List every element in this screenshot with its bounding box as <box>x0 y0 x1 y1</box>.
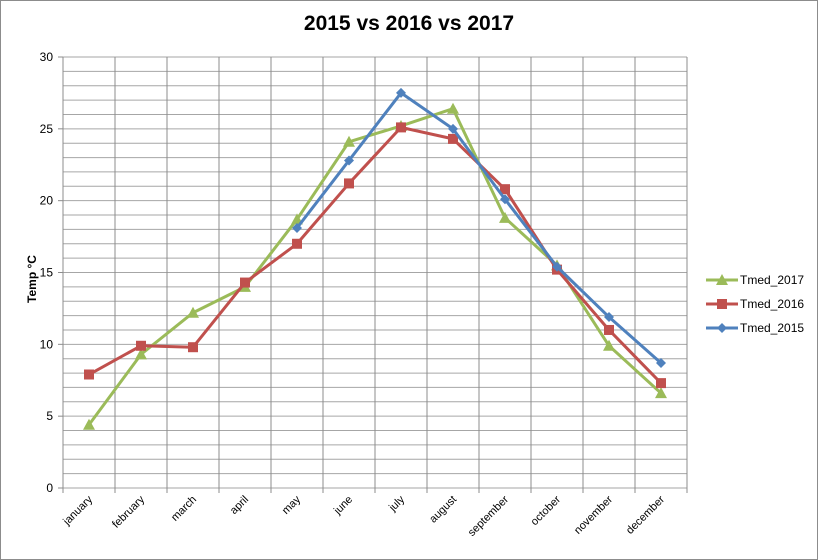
diamond-marker-icon <box>706 323 738 333</box>
legend-item: Tmed_2015 <box>706 316 804 340</box>
x-tick-label: may <box>280 493 304 517</box>
x-tick-label: november <box>572 493 615 536</box>
y-tick-label: 25 <box>40 122 54 136</box>
x-tick-label: june <box>331 494 355 518</box>
y-tick-label: 10 <box>40 337 54 351</box>
series-Tmed_2015 <box>292 87 666 369</box>
legend-item: Tmed_2016 <box>706 292 804 316</box>
legend-label: Tmed_2016 <box>740 297 805 311</box>
triangle-marker-icon <box>706 274 738 285</box>
x-tick-label: october <box>529 493 564 528</box>
legend-label: Tmed_2017 <box>740 273 805 287</box>
x-tick-label: january <box>60 493 95 528</box>
legend-item: Tmed_2017 <box>706 268 804 292</box>
y-tick-label: 0 <box>46 481 53 495</box>
x-tick-label: september <box>466 493 511 538</box>
x-tick-label: march <box>169 494 199 524</box>
square-marker-icon <box>706 299 738 309</box>
legend: Tmed_2017 Tmed_2016 Tmed_2015 <box>706 268 804 340</box>
chart-title: 2015 vs 2016 vs 2017 <box>303 12 515 35</box>
y-tick-label: 20 <box>40 194 54 208</box>
x-tick-label: july <box>386 493 407 514</box>
y-tick-label: 15 <box>40 266 54 280</box>
y-tick-label: 30 <box>40 50 54 64</box>
x-tick-label: december <box>624 493 667 536</box>
x-tick-label: april <box>228 494 251 517</box>
x-tick-label: february <box>110 493 147 530</box>
legend-label: Tmed_2015 <box>740 321 805 335</box>
y-tick-label: 5 <box>46 409 53 423</box>
x-tick-label: august <box>427 494 459 526</box>
